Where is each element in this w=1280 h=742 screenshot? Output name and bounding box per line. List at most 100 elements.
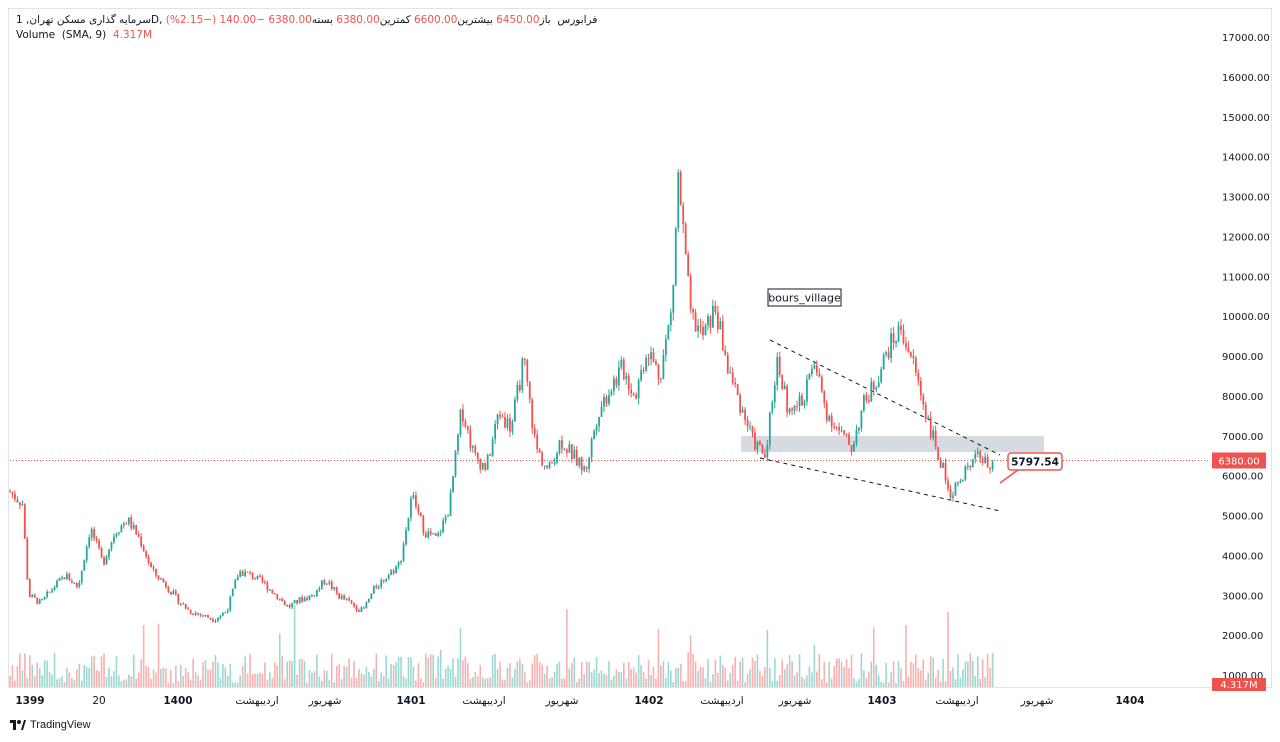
volume-bar [491,654,494,687]
volume-bar [459,628,462,687]
volume-bar [825,682,828,687]
volume-bar [343,666,345,687]
volume-bar [917,668,920,687]
candle-body [687,254,690,277]
volume-bar [486,678,489,687]
candle-body [855,430,858,444]
volume-bar [526,682,529,687]
volume-bar [358,668,360,687]
candle-body [261,577,264,583]
volume-badge-text: 4.317M [1220,680,1257,691]
x-axis-tick-label: شهریور [778,695,812,707]
volume-bar [405,678,407,687]
candle-body [605,396,608,404]
volume-bar [182,675,185,687]
volume-bar [449,669,452,687]
volume-bar [986,653,989,687]
volume-bar [338,663,340,687]
volume-bar [184,668,187,687]
volume-bar [863,670,865,687]
volume-bar [345,666,348,687]
candle-body [598,416,600,427]
volume-bar [199,679,202,687]
volume-bar [113,671,115,687]
volume-bar [370,676,373,687]
volume-bar [61,676,63,687]
candle-body [95,538,98,541]
candle-body [984,456,987,463]
candle-body [694,312,697,332]
candle-body [919,380,922,396]
volume-bar [501,679,504,687]
volume-bar [489,677,491,687]
candle-body [454,450,457,477]
volume-bar [429,654,432,687]
candle-body [575,450,578,466]
candle-body [26,538,29,580]
candle-body [46,591,49,597]
candle-body [887,352,890,359]
volume-bar [442,678,444,687]
candle-body [932,430,935,438]
volume-bar [254,673,256,687]
chart-frame[interactable] [8,8,1272,688]
candle-body [565,449,568,453]
candle-body [88,537,91,547]
volume-bar [793,675,796,687]
candle-body [249,572,251,574]
volume-bar [949,671,952,687]
y-axis-tick-label: 11000.00 [1222,272,1270,283]
candle-body [318,588,321,590]
candle-body [187,608,190,610]
candle-body [914,357,917,373]
volume-bar [974,676,977,687]
candle-body [684,224,687,255]
candle-body [330,582,333,589]
candle-body [236,577,239,581]
volume-bar [90,656,93,687]
volume-bar [942,658,944,687]
candle-body [244,571,247,577]
candle-body [491,439,494,456]
candle-body [405,530,407,545]
candle-body [533,428,536,435]
candle-body [281,598,284,602]
candle-body [100,547,103,558]
candle-body [739,394,742,413]
volume-bar [514,668,516,687]
candle-body [944,462,947,481]
volume-bar [595,657,598,687]
y-axis-tick-label: 10000.00 [1222,312,1270,323]
y-axis-tick-label: 13000.00 [1222,193,1270,204]
volume-bar [187,672,189,687]
volume-bar [704,678,707,687]
candle-body [103,557,105,565]
candle-body [543,465,546,467]
volume-bar [283,679,286,687]
candle-body [845,433,848,435]
volume-bar [274,662,276,687]
volume-bar [481,677,484,687]
candle-body [828,415,831,421]
volume-bar [840,661,843,687]
volume-bar [244,656,246,687]
volume-bar [407,657,410,687]
volume-bar [751,657,754,687]
volume-bar [348,658,350,687]
volume-bar [288,660,291,687]
candle-body [462,409,464,422]
tradingview-brand[interactable]: TradingView [10,719,91,731]
candle-body [954,482,957,496]
candle-body [746,419,749,427]
candle-body [202,615,204,617]
volume-bar [989,668,991,687]
volume-bar [88,668,90,687]
volume-bar [496,668,499,687]
volume-bar [872,627,875,687]
volume-bar [21,670,24,687]
volume-bar [135,678,138,687]
candle-body [90,529,93,538]
legend-change: −140.00 (−2.15%) [165,14,266,26]
volume-bar [395,662,397,687]
